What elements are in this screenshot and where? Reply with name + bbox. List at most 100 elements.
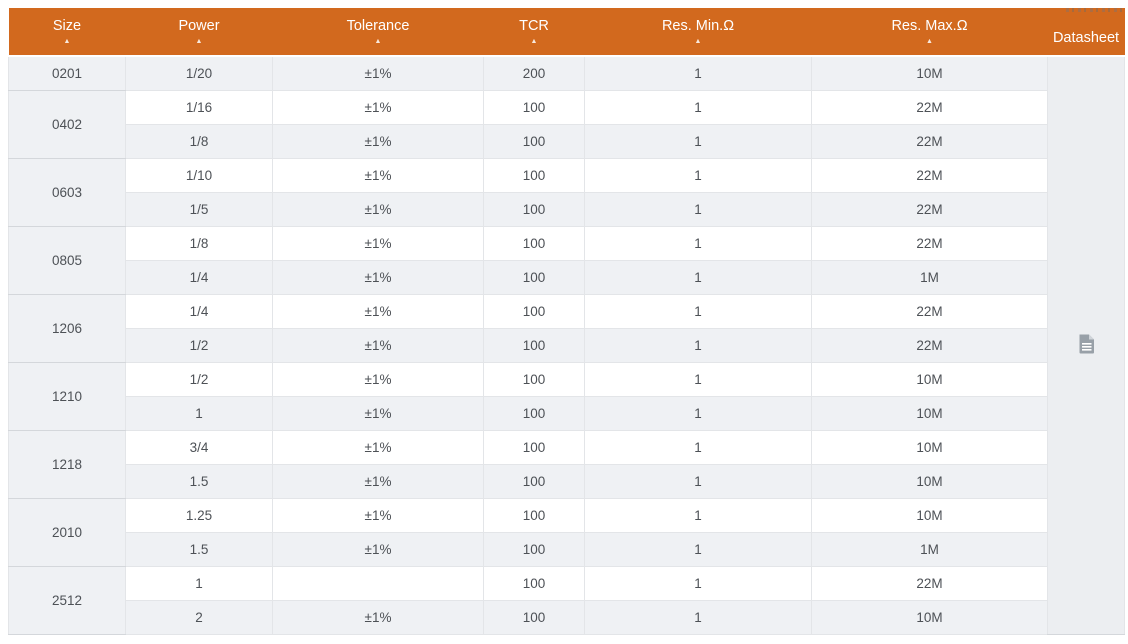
sort-ascending-icon[interactable]: ▲ [63, 38, 71, 45]
tolerance-cell: ±1% [272, 123, 484, 159]
res-max-cell: 10M [811, 599, 1048, 635]
table-row: 1/5 ±1% 100 1 22M [9, 191, 1125, 227]
sort-ascending-icon[interactable]: ▲ [530, 38, 538, 45]
column-header-res-max[interactable]: Res. Max.Ω ▲ [811, 8, 1048, 57]
res-min-cell: 1 [584, 225, 812, 261]
table-row: 2010 1.25 ±1% 100 1 10M [8, 497, 1125, 567]
table-row: 1/2 ±1% 100 1 22M [9, 327, 1125, 363]
power-cell: 1/8 [125, 123, 273, 159]
res-min-cell: 1 [584, 361, 812, 397]
sort-ascending-icon[interactable]: ▲ [374, 38, 382, 45]
res-max-cell: 22M [811, 89, 1048, 125]
res-min-cell: 1 [584, 565, 812, 601]
column-header-label: Size [52, 18, 82, 34]
tolerance-cell: ±1% [272, 89, 484, 125]
size-cell: 0402 [8, 89, 126, 159]
res-max-cell: 1M [811, 531, 1048, 567]
column-header-size[interactable]: Size ▲ [8, 8, 126, 57]
size-cell: 2010 [8, 497, 126, 567]
column-header-datasheet: Datasheet [1047, 8, 1125, 57]
tcr-cell: 100 [483, 599, 585, 635]
column-header-res-min[interactable]: Res. Min.Ω ▲ [584, 8, 812, 57]
table-row: 0805 1/8 ±1% 100 1 22M [8, 225, 1125, 295]
tcr-cell: 100 [483, 429, 585, 465]
power-cell: 1 [125, 395, 273, 431]
table-row: 1206 1/4 ±1% 100 1 22M [8, 293, 1125, 363]
header-row: Size ▲ Power ▲ Tolerance ▲ TCR ▲ Res. Mi… [8, 8, 1125, 57]
table-row: 0201 1/20 ±1% 200 1 10M [8, 55, 1125, 635]
column-header-label: Res. Max.Ω [891, 18, 968, 34]
tcr-cell: 100 [483, 191, 585, 227]
tcr-cell: 100 [483, 157, 585, 193]
res-max-cell: 22M [811, 565, 1048, 601]
sort-ascending-icon[interactable]: ▲ [694, 38, 702, 45]
res-min-cell: 1 [584, 395, 812, 431]
res-min-cell: 1 [584, 599, 812, 635]
tolerance-cell: ±1% [272, 497, 484, 533]
tolerance-cell: ±1% [272, 225, 484, 261]
datasheet-cell [1047, 55, 1125, 635]
tcr-cell: 100 [483, 293, 585, 329]
sort-ascending-icon[interactable]: ▲ [926, 38, 933, 45]
tolerance-cell: ±1% [272, 395, 484, 431]
res-max-cell: 10M [811, 361, 1048, 397]
tcr-cell: 100 [483, 531, 585, 567]
res-max-cell: 22M [811, 327, 1048, 363]
column-header-label: Res. Min.Ω [661, 18, 735, 34]
power-cell: 1 [125, 565, 273, 601]
res-min-cell: 1 [584, 157, 812, 193]
column-header-power[interactable]: Power ▲ [125, 8, 273, 57]
table-row: 2512 1 100 1 22M [8, 565, 1125, 635]
size-cell: 0805 [8, 225, 126, 295]
column-header-label: Datasheet [1052, 29, 1120, 46]
tolerance-cell: ±1% [272, 361, 484, 397]
tolerance-cell: ±1% [272, 293, 484, 329]
table-row: 0603 1/10 ±1% 100 1 22M [8, 157, 1125, 227]
sort-ascending-icon[interactable]: ▲ [195, 38, 203, 45]
res-max-cell: 10M [811, 395, 1048, 431]
power-cell: 1/2 [125, 361, 273, 397]
size-cell: 1210 [8, 361, 126, 431]
res-max-cell: 22M [811, 157, 1048, 193]
column-header-tolerance[interactable]: Tolerance ▲ [272, 8, 484, 57]
res-min-cell: 1 [584, 327, 812, 363]
power-cell: 1/10 [125, 157, 273, 193]
tcr-cell: 100 [483, 361, 585, 397]
column-header-label: Tolerance [346, 18, 410, 34]
tcr-cell: 100 [483, 225, 585, 261]
tolerance-cell: ±1% [272, 429, 484, 465]
table-row: 0402 1/16 ±1% 100 1 22M [8, 89, 1125, 159]
res-min-cell: 1 [584, 463, 812, 499]
tcr-cell: 100 [483, 497, 585, 533]
size-cell: 0603 [8, 157, 126, 227]
tolerance-cell: ±1% [272, 599, 484, 635]
column-header-label: Power [178, 18, 220, 34]
column-header-label: TCR [519, 18, 549, 34]
tolerance-cell: ±1% [272, 55, 484, 91]
res-min-cell: 1 [584, 429, 812, 465]
size-cell: 2512 [8, 565, 126, 635]
power-cell: 1/4 [125, 293, 273, 329]
tcr-cell: 100 [483, 463, 585, 499]
res-max-cell: 10M [811, 55, 1048, 91]
size-cell: 0201 [8, 55, 126, 91]
power-cell: 1.25 [125, 497, 273, 533]
tolerance-cell: ±1% [272, 191, 484, 227]
resistor-spec-table: Size ▲ Power ▲ Tolerance ▲ TCR ▲ Res. Mi… [8, 8, 1125, 635]
datasheet-document-icon[interactable] [1078, 334, 1095, 354]
tcr-cell: 100 [483, 327, 585, 363]
power-cell: 3/4 [125, 429, 273, 465]
power-cell: 1/2 [125, 327, 273, 363]
table-row: 1210 1/2 ±1% 100 1 10M [8, 361, 1125, 431]
tolerance-cell: ±1% [272, 327, 484, 363]
column-header-tcr[interactable]: TCR ▲ [483, 8, 585, 57]
res-max-cell: 22M [811, 225, 1048, 261]
res-min-cell: 1 [584, 497, 812, 533]
res-max-cell: 22M [811, 123, 1048, 159]
tolerance-cell: ±1% [272, 259, 484, 295]
tcr-cell: 100 [483, 89, 585, 125]
res-min-cell: 1 [584, 259, 812, 295]
tcr-cell: 100 [483, 123, 585, 159]
tcr-cell: 100 [483, 565, 585, 601]
res-min-cell: 1 [584, 191, 812, 227]
